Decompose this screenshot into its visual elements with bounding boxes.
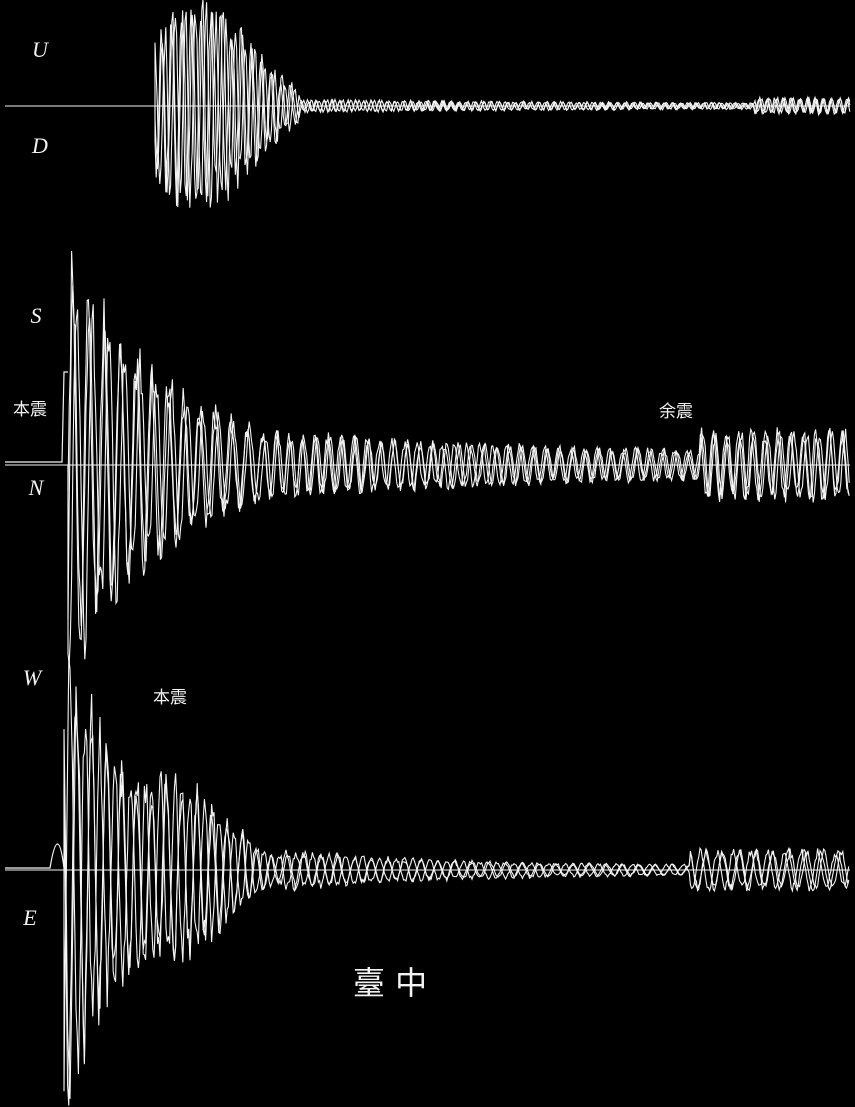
label-down: D <box>31 133 48 158</box>
trace <box>5 9 851 206</box>
label-north: N <box>28 475 45 500</box>
trace <box>5 285 850 627</box>
label-main-shock: 本震 <box>153 688 187 708</box>
trace <box>5 371 68 463</box>
station-name: 臺 中 <box>353 964 427 1002</box>
trace <box>5 843 65 869</box>
waveforms <box>5 0 851 1106</box>
trace <box>5 250 850 641</box>
label-aftershock: 余震 <box>659 402 693 422</box>
label-up: U <box>32 37 50 62</box>
trace <box>5 2 851 208</box>
label-west: W <box>23 665 43 690</box>
label-south: S <box>31 303 42 328</box>
trace <box>5 658 850 1092</box>
label-main-shock: 本震 <box>13 400 47 420</box>
trace <box>5 686 850 1099</box>
label-east: E <box>22 905 37 930</box>
trace <box>5 304 850 665</box>
